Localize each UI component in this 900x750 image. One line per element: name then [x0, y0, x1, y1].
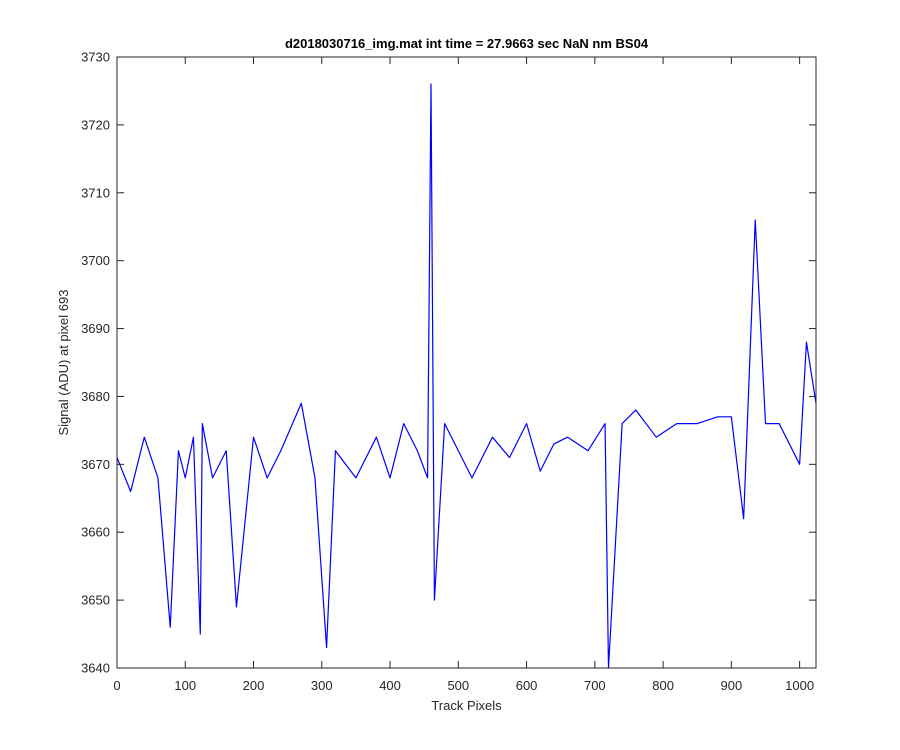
x-tick-label: 100: [174, 678, 196, 693]
y-tick-label: 3690: [81, 321, 110, 336]
x-tick-label: 700: [584, 678, 606, 693]
y-tick-label: 3700: [81, 253, 110, 268]
x-tick-label: 400: [379, 678, 401, 693]
series-layer: [116, 83, 817, 669]
y-tick-label: 3660: [81, 525, 110, 540]
x-tick-label: 600: [516, 678, 538, 693]
y-tick-label: 3710: [81, 185, 110, 200]
x-tick-label: 200: [243, 678, 265, 693]
x-axis-label: Track Pixels: [431, 698, 502, 713]
x-tick-label: 500: [447, 678, 469, 693]
series-line-1: [116, 83, 817, 669]
ticks-layer: 0 100 200 300 400 500 600 700 800 900 1000 3640 3650…: [81, 50, 816, 693]
x-tick-label: 300: [311, 678, 333, 693]
y-axis-label: Signal (ADU) at pixel 693: [56, 290, 71, 436]
x-tick-label: 0: [113, 678, 120, 693]
chart-title: d2018030716_img.mat int time = 27.9663 s…: [285, 36, 649, 51]
y-tick-label: 3730: [81, 50, 110, 65]
y-tick-label: 3670: [81, 457, 110, 472]
x-tick-label: 1000: [785, 678, 814, 693]
x-tick-label: 800: [652, 678, 674, 693]
plot-area: [117, 57, 816, 668]
plot-frame: [116, 56, 817, 669]
y-tick-label: 3640: [81, 661, 110, 676]
y-tick-label: 3720: [81, 117, 110, 132]
y-tick-label: 3680: [81, 389, 110, 404]
y-tick-label: 3650: [81, 593, 110, 608]
x-tick-label: 900: [721, 678, 743, 693]
